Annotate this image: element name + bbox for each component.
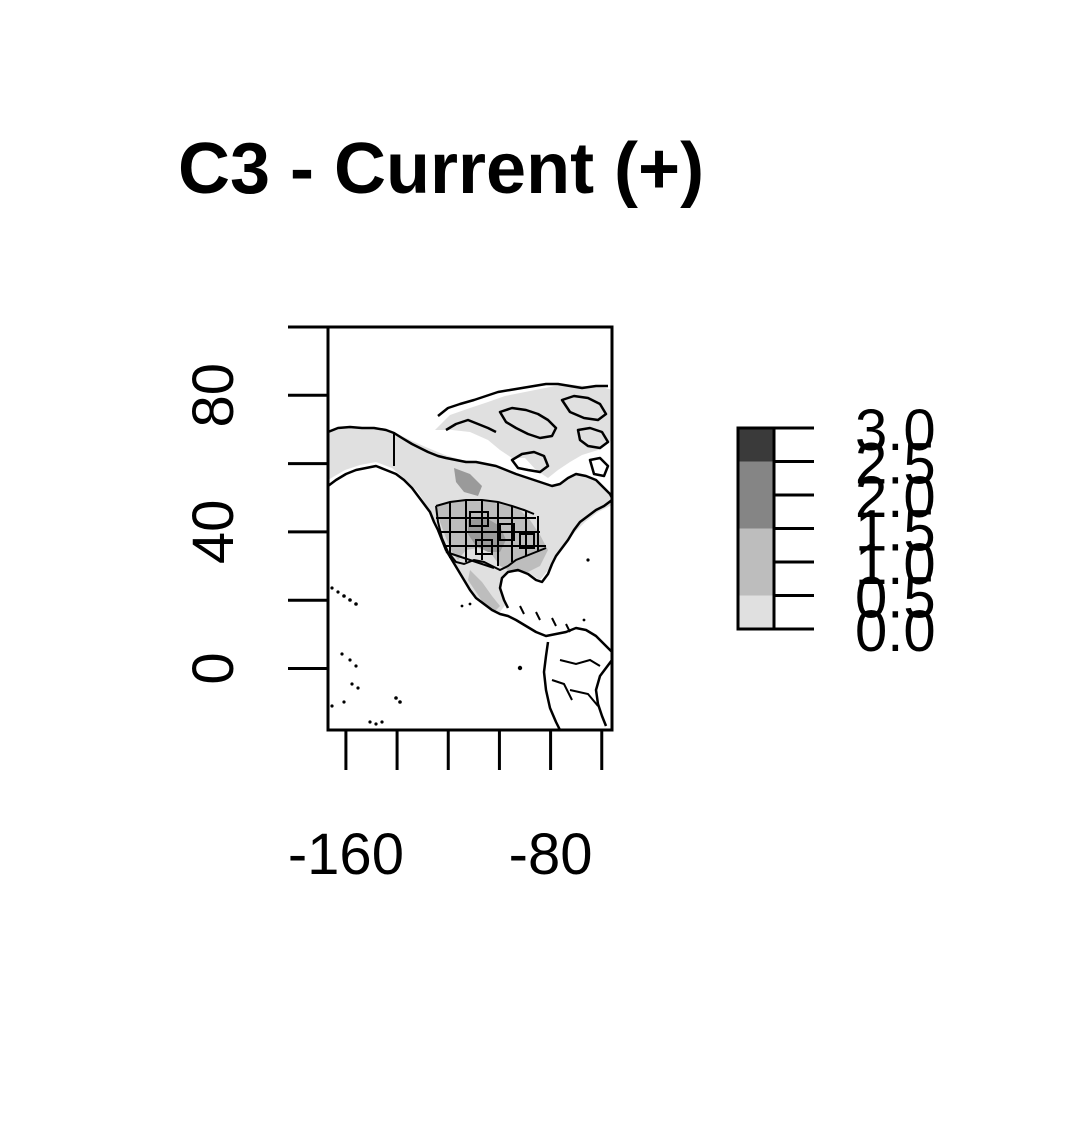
legend-swatch [738, 461, 774, 495]
legend-swatch [738, 562, 774, 596]
legend-label: 1.0 [855, 532, 936, 597]
map-frame [326, 325, 614, 732]
legend-label: 1.5 [855, 499, 936, 564]
coastline-north-america [328, 425, 612, 653]
legend-label: 0.5 [855, 566, 936, 631]
pacific-islands [330, 558, 590, 726]
x-tick-label: -160 [288, 822, 404, 887]
legend-label: 2.0 [855, 465, 936, 530]
legend-swatch [738, 595, 774, 629]
legend-swatch [738, 495, 774, 529]
mexico-border [445, 551, 495, 569]
x-tick-label: -80 [509, 822, 593, 887]
coastline-south-america [542, 641, 612, 730]
x-axis: -160 -80 [288, 730, 604, 887]
legend-label: 3.0 [855, 398, 936, 463]
legend-swatch [738, 528, 774, 562]
arctic-islands [437, 382, 610, 478]
y-tick-label: 80 [181, 363, 246, 428]
central-america-borders [519, 605, 601, 707]
legend-label: 2.5 [855, 432, 936, 497]
legend-swatch [738, 428, 774, 462]
y-tick-label: 40 [181, 500, 246, 565]
us-state-lines [436, 500, 546, 566]
mexico-suitability [468, 570, 500, 612]
us-outline [435, 499, 547, 572]
map-title: C3 - Current (+) [178, 129, 704, 209]
map-panel [328, 327, 612, 730]
south-america-land [544, 630, 612, 730]
legend-label: 0.0 [855, 599, 936, 664]
legend: 0.00.51.01.52.02.53.0 [736, 398, 936, 664]
coastline-east [498, 499, 612, 609]
y-axis: 0 40 80 [181, 325, 328, 685]
y-tick-label: 0 [181, 652, 246, 684]
